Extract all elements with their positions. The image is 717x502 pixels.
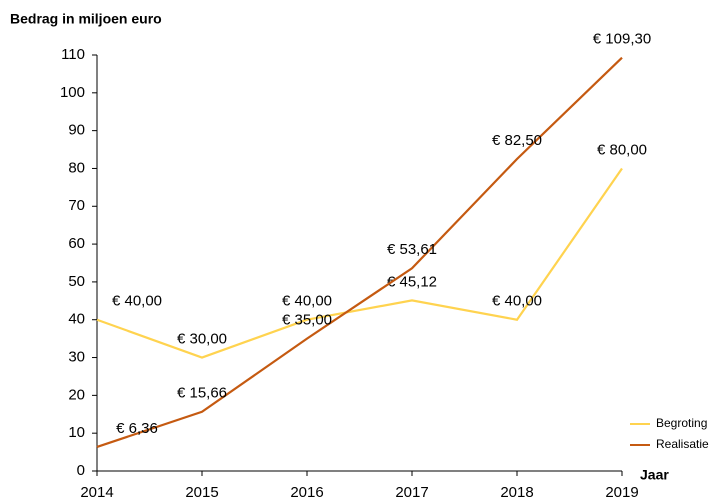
x-tick-label: 2019 (605, 484, 638, 501)
data-label: € 15,66 (177, 385, 227, 402)
line (96, 167, 623, 359)
data-label: € 30,00 (177, 331, 227, 348)
data-label: € 40,00 (282, 293, 332, 310)
x-tick-label: 2014 (80, 484, 113, 501)
y-axis-title: Bedrag in miljoen euro (10, 11, 162, 27)
x-axis-title: Jaar (640, 467, 669, 483)
y-tick-label: 40 (68, 311, 85, 328)
data-label: € 35,00 (282, 312, 332, 329)
data-label: € 82,50 (492, 132, 542, 149)
legend-label: Realisatie (656, 437, 709, 451)
x-tick-label: 2016 (290, 484, 323, 501)
y-tick-label: 50 (68, 273, 85, 290)
y-tick-label: 10 (68, 424, 85, 441)
x-tick-label: 2018 (500, 484, 533, 501)
y-tick-label: 110 (61, 46, 85, 63)
y-tick-label: 90 (68, 122, 85, 139)
data-label: € 109,30 (593, 31, 651, 48)
y-tick-label: 20 (68, 386, 85, 403)
line (96, 56, 623, 448)
data-label: € 40,00 (492, 293, 542, 310)
y-tick-label: 70 (68, 197, 85, 214)
data-label: € 6,36 (116, 420, 158, 437)
x-tick-label: 2015 (185, 484, 218, 501)
data-label: € 80,00 (597, 141, 647, 158)
y-tick-label: 30 (68, 349, 85, 366)
y-tick-label: 0 (77, 462, 85, 479)
legend-label: Begroting (656, 416, 707, 430)
y-tick-label: 100 (60, 84, 85, 101)
data-label: € 40,00 (112, 293, 162, 310)
y-tick-label: 80 (68, 159, 85, 176)
data-label: € 53,61 (387, 241, 437, 258)
x-tick-label: 2017 (395, 484, 428, 501)
y-tick-label: 60 (68, 235, 85, 252)
data-label: € 45,12 (387, 273, 437, 290)
